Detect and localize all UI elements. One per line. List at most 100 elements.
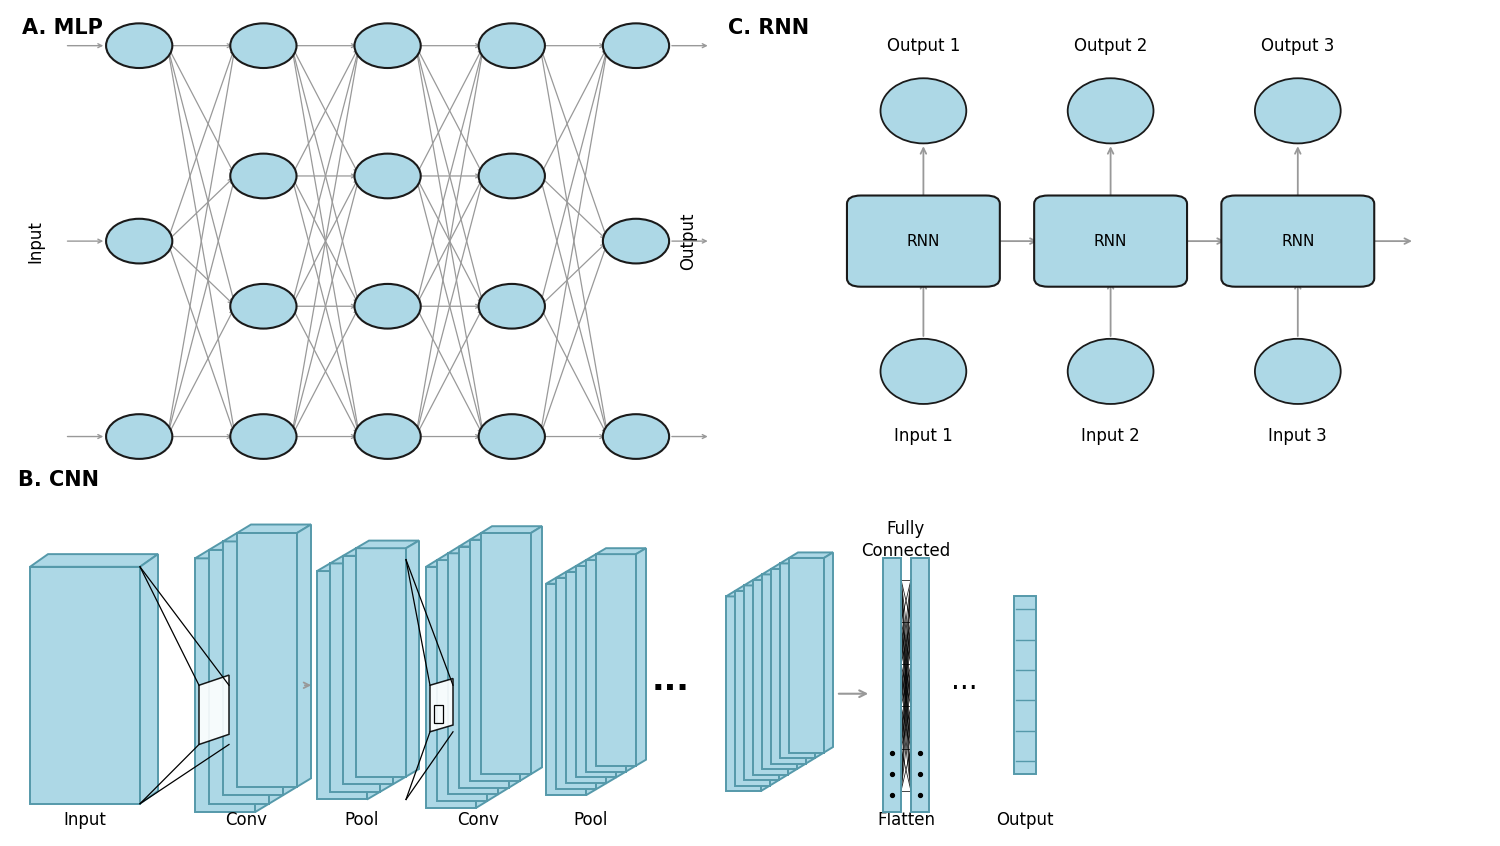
FancyBboxPatch shape — [847, 195, 1000, 287]
Polygon shape — [770, 585, 778, 785]
Polygon shape — [470, 533, 531, 540]
Bar — [744, 585, 778, 780]
Polygon shape — [789, 552, 832, 558]
Bar — [426, 567, 476, 808]
Polygon shape — [744, 580, 788, 585]
Text: ···: ··· — [652, 673, 690, 706]
Bar — [771, 569, 806, 763]
Polygon shape — [380, 556, 393, 792]
Polygon shape — [596, 572, 606, 789]
Bar — [780, 563, 814, 758]
Polygon shape — [436, 553, 498, 560]
Circle shape — [478, 24, 544, 68]
Bar — [789, 558, 824, 753]
Bar — [209, 550, 268, 804]
Polygon shape — [426, 560, 488, 567]
Polygon shape — [488, 553, 498, 801]
Circle shape — [106, 415, 172, 459]
Polygon shape — [393, 548, 406, 784]
Polygon shape — [30, 554, 158, 567]
Bar — [459, 547, 509, 788]
Text: Output 3: Output 3 — [1262, 37, 1335, 55]
Polygon shape — [531, 526, 542, 774]
Polygon shape — [430, 678, 453, 732]
Polygon shape — [753, 574, 796, 580]
Text: Input 2: Input 2 — [1082, 427, 1140, 445]
Polygon shape — [195, 550, 268, 558]
Polygon shape — [284, 533, 297, 795]
Polygon shape — [780, 558, 824, 563]
Bar — [910, 558, 928, 812]
Text: Flatten: Flatten — [878, 810, 934, 829]
Bar — [576, 566, 616, 777]
Bar — [448, 553, 498, 794]
Polygon shape — [606, 566, 616, 783]
Polygon shape — [824, 552, 833, 753]
Polygon shape — [762, 569, 806, 574]
FancyBboxPatch shape — [1034, 195, 1187, 287]
Bar — [433, 705, 442, 723]
Text: Conv: Conv — [458, 810, 500, 829]
Text: Output: Output — [996, 810, 1053, 829]
Polygon shape — [626, 554, 636, 772]
Polygon shape — [566, 566, 616, 572]
Bar — [1014, 596, 1036, 774]
Text: RNN: RNN — [1094, 233, 1128, 249]
Polygon shape — [498, 547, 508, 794]
Circle shape — [106, 219, 172, 263]
Text: Pool: Pool — [345, 810, 378, 829]
Polygon shape — [476, 560, 488, 808]
Polygon shape — [778, 580, 788, 780]
Circle shape — [231, 154, 297, 198]
Ellipse shape — [1068, 339, 1154, 404]
Text: Input 1: Input 1 — [894, 427, 952, 445]
Circle shape — [231, 415, 297, 459]
Circle shape — [603, 24, 669, 68]
Polygon shape — [356, 541, 419, 548]
FancyBboxPatch shape — [1221, 195, 1374, 287]
Circle shape — [478, 415, 544, 459]
Polygon shape — [268, 541, 284, 804]
Text: Input 3: Input 3 — [1269, 427, 1328, 445]
Polygon shape — [616, 560, 626, 777]
Polygon shape — [735, 585, 778, 591]
Polygon shape — [209, 541, 284, 550]
Text: B. CNN: B. CNN — [18, 470, 99, 490]
Text: Conv: Conv — [225, 810, 267, 829]
Polygon shape — [237, 525, 310, 533]
Bar — [356, 548, 407, 777]
Polygon shape — [509, 540, 520, 788]
Polygon shape — [760, 591, 770, 791]
Bar — [436, 560, 488, 801]
Polygon shape — [726, 591, 770, 596]
Bar — [884, 558, 902, 812]
Polygon shape — [796, 569, 806, 769]
Bar — [753, 580, 788, 775]
Circle shape — [603, 415, 669, 459]
Polygon shape — [344, 548, 406, 556]
Polygon shape — [546, 578, 596, 584]
Polygon shape — [586, 578, 596, 795]
Polygon shape — [556, 572, 606, 578]
Circle shape — [478, 284, 544, 328]
Bar — [556, 578, 596, 789]
Polygon shape — [806, 563, 814, 763]
Bar — [586, 560, 626, 772]
Text: RNN: RNN — [906, 233, 940, 249]
Bar — [566, 572, 606, 783]
Polygon shape — [330, 556, 393, 563]
Polygon shape — [297, 525, 310, 787]
Bar — [237, 533, 297, 787]
Polygon shape — [636, 548, 646, 766]
Ellipse shape — [880, 339, 966, 404]
Circle shape — [354, 415, 420, 459]
Circle shape — [603, 219, 669, 263]
Bar — [735, 591, 770, 785]
Ellipse shape — [880, 79, 966, 144]
Ellipse shape — [1256, 79, 1341, 144]
Polygon shape — [576, 560, 626, 566]
Circle shape — [354, 284, 420, 328]
Polygon shape — [255, 550, 268, 812]
Bar — [470, 540, 520, 781]
Polygon shape — [596, 548, 646, 554]
